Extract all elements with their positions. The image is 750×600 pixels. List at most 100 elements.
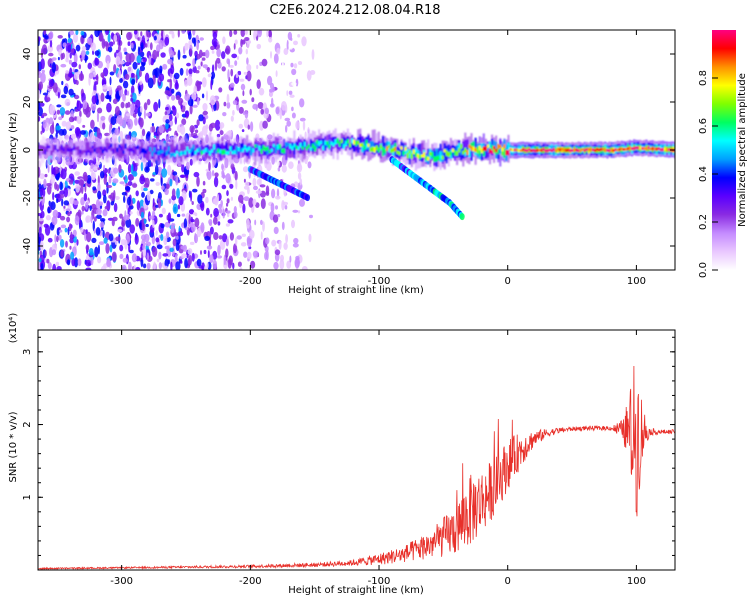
noise-speckle [171, 188, 176, 198]
noise-speckle [201, 266, 204, 270]
noise-speckle [137, 37, 140, 41]
noise-speckle [244, 37, 250, 41]
noise-speckle [55, 132, 58, 139]
ridge-segment [46, 145, 49, 149]
ridge-segment [239, 149, 242, 153]
noise-speckle [108, 194, 112, 199]
noise-speckle [119, 181, 125, 185]
ridge-segment [176, 150, 179, 154]
noise-speckle [128, 243, 131, 253]
ridge-segment [414, 147, 417, 155]
side-branches [247, 156, 465, 221]
ridge-segment [408, 150, 411, 154]
ridge-segment [110, 144, 113, 152]
ridge-segment [513, 148, 516, 152]
noise-speckle [230, 68, 234, 77]
ridge-segment [480, 148, 483, 153]
ridge-segment [140, 148, 144, 154]
noise-speckle [39, 102, 45, 107]
noise-speckle [125, 218, 132, 228]
noise-speckle [140, 161, 144, 172]
ridge-segment [169, 144, 172, 153]
x-tick-label: -200 [239, 576, 262, 587]
ridge-segment [159, 150, 162, 154]
noise-speckle [57, 91, 61, 99]
noise-speckle [39, 187, 46, 198]
ridge-segment [600, 147, 603, 151]
noise-speckle [116, 73, 120, 78]
noise-speckle [238, 106, 244, 114]
noise-speckle [95, 199, 101, 210]
ridge-segment [596, 148, 599, 151]
noise-speckle [240, 30, 246, 37]
noise-speckle [56, 109, 61, 115]
noise-speckle [96, 73, 99, 84]
ridge-segment [526, 149, 529, 153]
noise-speckle [46, 258, 50, 264]
noise-speckle [194, 129, 199, 134]
ridge-segment [449, 151, 452, 156]
noise-speckle [169, 78, 173, 90]
ridge-segment [655, 147, 658, 151]
ridge-segment [173, 153, 177, 157]
ridge-segment [365, 140, 368, 149]
ridge-segment [79, 141, 82, 153]
ridge-segment [365, 140, 368, 144]
noise-speckle [201, 125, 208, 136]
noise-speckle [54, 181, 58, 190]
noise-speckle [183, 218, 188, 229]
noise-speckle [136, 200, 141, 211]
noise-speckle [275, 205, 278, 210]
ridge-segment [143, 148, 146, 158]
noise-speckle [93, 216, 97, 222]
ridge-segment [70, 148, 74, 155]
noise-speckle [234, 170, 238, 181]
ridge-segment [268, 150, 271, 154]
noise-speckle [209, 226, 214, 235]
noise-speckle [100, 92, 105, 103]
noise-speckle [169, 178, 173, 187]
noise-speckle [127, 41, 131, 46]
noise-speckle [177, 49, 181, 61]
noise-speckle [38, 36, 41, 42]
ridge-segment [40, 145, 43, 150]
ridge-segment [108, 145, 111, 150]
colorbar-ticks: 0.0 0.2 0.4 0.6 0.8 [698, 70, 718, 278]
ridge-segment [388, 144, 391, 149]
noise-speckle [109, 71, 115, 76]
noise-speckle [282, 201, 289, 206]
ridge-segment [573, 148, 576, 152]
ridge-segment [616, 148, 619, 152]
noise-speckle [203, 249, 207, 255]
ridge-segment [97, 146, 100, 152]
colorbar-tick-label: 0.4 [698, 166, 709, 182]
ridge-segment [211, 149, 214, 153]
noise-speckle [172, 238, 177, 247]
ridge-segment [293, 143, 296, 147]
noise-speckle [129, 224, 135, 234]
ridge-segment [375, 145, 378, 151]
noise-speckle [107, 46, 113, 53]
ridge-segment [215, 142, 218, 154]
noise-speckle [127, 181, 133, 186]
noise-speckle [99, 221, 105, 228]
noise-speckle [232, 109, 235, 116]
noise-speckle [177, 204, 180, 210]
noise-speckle [49, 40, 53, 48]
noise-speckle [299, 178, 303, 186]
ridge-segment [145, 150, 148, 154]
noise-speckle [86, 174, 92, 184]
ridge-segment [114, 147, 117, 152]
ridge-segment [427, 156, 430, 161]
ridge-segment [157, 150, 160, 155]
ridge-segment [54, 144, 57, 151]
ridge-segment [460, 143, 463, 155]
ridge-segment [149, 147, 152, 152]
noise-speckle [143, 109, 146, 120]
ridge-segment [128, 148, 131, 152]
noise-speckle [293, 40, 298, 46]
ridge-segment [659, 148, 662, 152]
noise-speckle [47, 164, 50, 173]
y-tick-label: 40 [22, 48, 33, 61]
